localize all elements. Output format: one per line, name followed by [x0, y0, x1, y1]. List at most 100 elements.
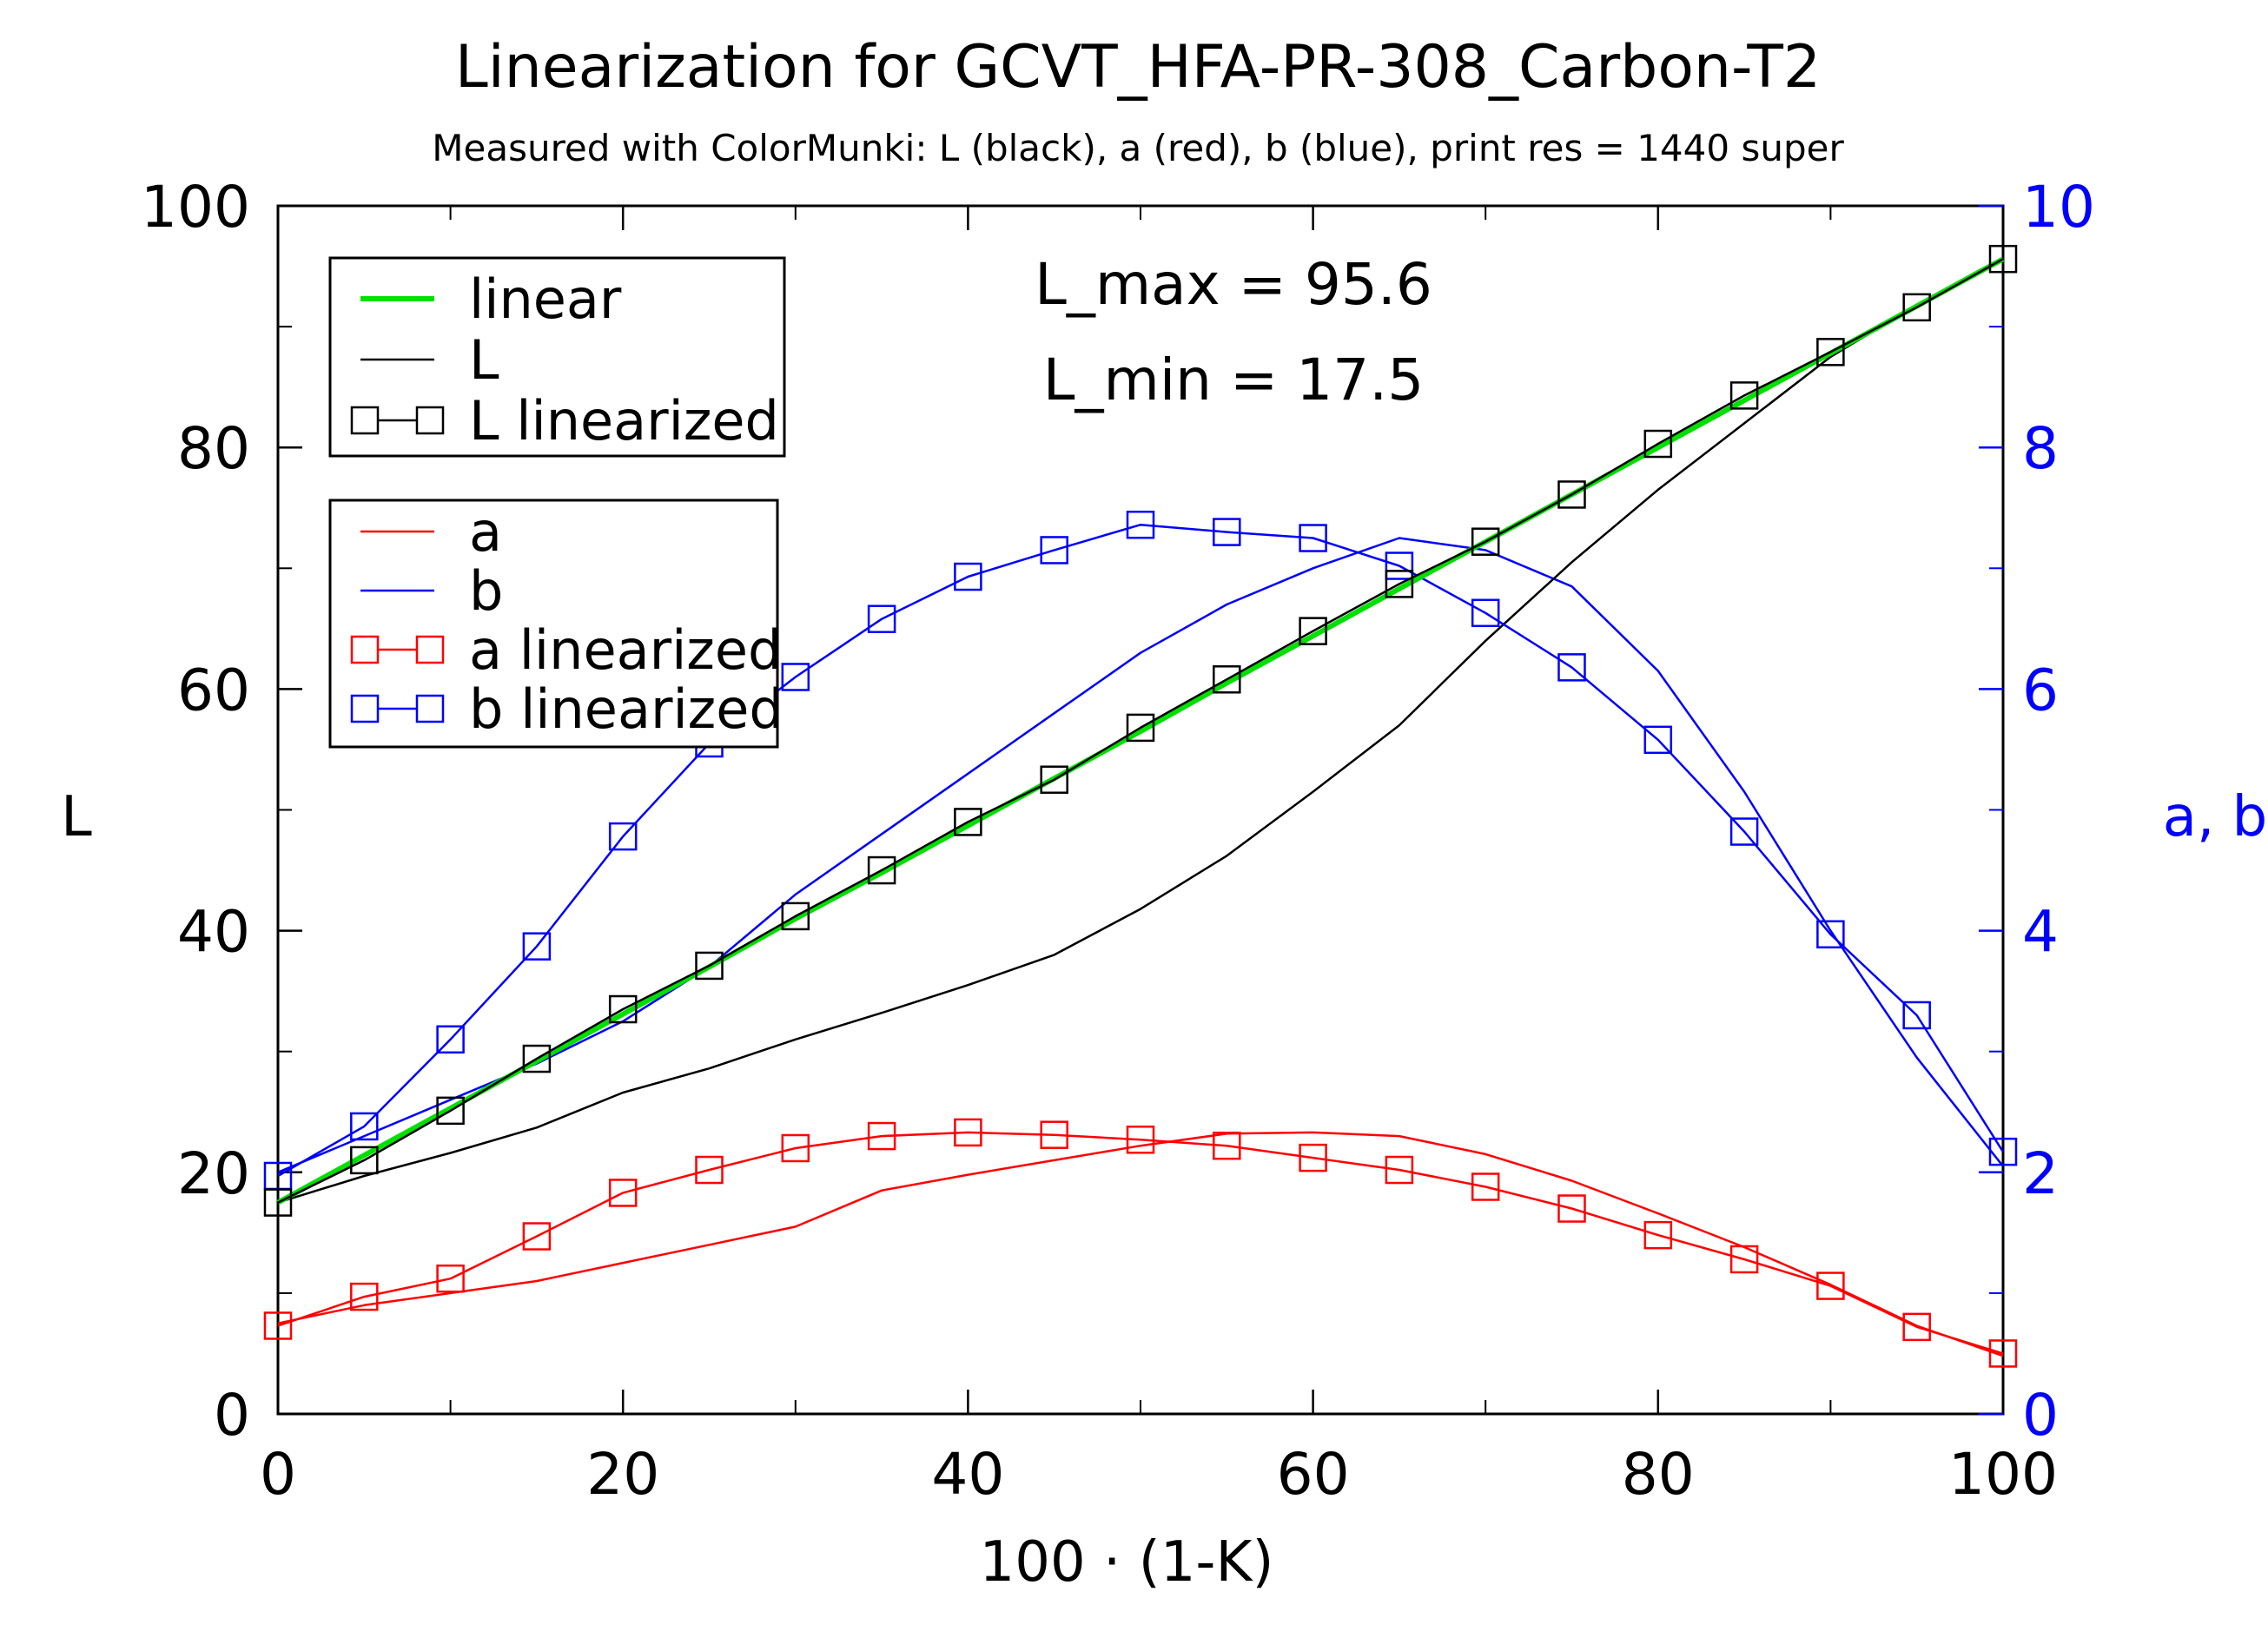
marker-a-linearized	[1299, 1143, 1327, 1172]
marker-a-linearized	[1126, 1125, 1155, 1154]
annotation-l-max: L_max = 95.6	[1035, 251, 1432, 318]
marker-a-linearized	[1040, 1120, 1068, 1149]
marker-l-linearized	[1471, 527, 1500, 556]
marker-l-linearized	[695, 951, 724, 981]
marker-l-linearized	[1126, 713, 1155, 743]
series-line-l	[277, 258, 2004, 1204]
legend-l-frame	[328, 256, 786, 458]
legend-marker-l-linearized	[350, 406, 380, 435]
marker-l-linearized	[263, 1188, 293, 1217]
marker-b-linearized	[1816, 920, 1845, 949]
chart-subtitle: Measured with ColorMunki: L (black), a (…	[432, 127, 1844, 169]
series-a-linearized	[263, 1118, 2018, 1368]
series-b-linearized	[263, 510, 2018, 1191]
y2-tick-label: 8	[2022, 415, 2059, 482]
series-line-a-linearized	[277, 1131, 2004, 1355]
legend-label-a: a	[469, 500, 502, 564]
marker-a-linearized	[1816, 1271, 1845, 1300]
marker-l-linearized	[608, 994, 638, 1024]
marker-a-linearized	[1902, 1312, 1931, 1342]
marker-b-linearized	[1557, 653, 1586, 682]
series-l-linearized	[263, 244, 2018, 1217]
y-tick-label: 40	[177, 899, 250, 966]
legend-label-l-linearized: L linearized	[469, 389, 779, 452]
x-tick-label: 20	[586, 1441, 659, 1508]
series-line-a	[277, 1131, 2004, 1357]
series-line-b-linearized	[277, 523, 2005, 1178]
marker-l-linearized	[781, 902, 810, 931]
marker-b-linearized	[1126, 510, 1155, 539]
marker-b-linearized	[781, 663, 810, 691]
x-tick-label: 80	[1622, 1441, 1695, 1508]
marker-l-linearized	[1729, 381, 1759, 410]
y2-tick-label: 6	[2022, 657, 2059, 723]
series-a	[277, 1131, 2004, 1357]
marker-l-linearized	[436, 1096, 465, 1126]
marker-b-linearized	[1040, 536, 1068, 565]
marker-a-linearized	[1643, 1220, 1673, 1250]
series-line-l-linearized	[277, 258, 2004, 1204]
marker-a-linearized	[1385, 1155, 1414, 1185]
marker-a-linearized	[781, 1133, 810, 1163]
y2-axis-label: a, b	[2163, 785, 2268, 849]
x-tick-label: 100	[1948, 1441, 2058, 1508]
y-tick-label: 60	[177, 657, 250, 723]
chart-title: Linearization for GCVT_HFA-PR-308_Carbon…	[455, 33, 1821, 102]
marker-a-linearized	[436, 1264, 465, 1293]
legend-label-b: b	[469, 559, 503, 623]
y2-tick-label: 4	[2022, 899, 2059, 966]
legend-label-linear: linear	[469, 267, 622, 331]
marker-l-linearized	[1816, 338, 1845, 367]
y2-tick-label: 0	[2022, 1382, 2059, 1449]
marker-l-linearized	[522, 1044, 552, 1073]
marker-b-linearized	[1299, 524, 1327, 552]
marker-a-linearized	[1729, 1245, 1759, 1274]
marker-l-linearized	[350, 1146, 379, 1175]
legend-marker-b-linearized	[350, 694, 380, 723]
marker-b-linearized	[350, 1112, 379, 1141]
x-tick-label: 0	[260, 1441, 296, 1508]
marker-b-linearized	[1213, 518, 1241, 546]
marker-b-linearized	[1902, 1001, 1931, 1030]
x-tick-label: 40	[931, 1441, 1004, 1508]
y2-tick-label: 10	[2022, 174, 2095, 241]
legend-marker-a-linearized	[350, 635, 380, 664]
marker-l-linearized	[1643, 429, 1673, 459]
legend-marker-b-linearized	[415, 694, 445, 723]
series-l	[277, 258, 2004, 1204]
marker-b-linearized	[436, 1025, 465, 1054]
series-line-b	[277, 537, 2004, 1173]
series-line-linear	[276, 256, 2005, 1205]
marker-a-linearized	[608, 1179, 638, 1207]
marker-l-linearized	[1988, 244, 2018, 274]
annotation-l-min: L_min = 17.5	[1043, 347, 1424, 413]
marker-a-linearized	[1213, 1131, 1241, 1160]
y2-tick-label: 2	[2022, 1140, 2059, 1207]
marker-b-linearized	[1729, 817, 1759, 846]
y-tick-label: 80	[177, 415, 250, 482]
marker-b-linearized	[1385, 552, 1414, 580]
legend-label-a-linearized: a linearized	[469, 618, 782, 682]
marker-a-linearized	[522, 1222, 552, 1251]
marker-l-linearized	[1902, 293, 1931, 322]
legend-marker-l-linearized	[415, 406, 445, 435]
legend-ab-frame	[328, 499, 779, 749]
y-tick-label: 20	[177, 1140, 250, 1207]
marker-a-linearized	[1988, 1339, 2018, 1368]
legend-marker-a-linearized	[415, 635, 445, 664]
marker-b-linearized	[1988, 1137, 2018, 1166]
series-b	[277, 537, 2004, 1173]
legend-label-b-linearized: b linearized	[469, 677, 784, 741]
marker-b-linearized	[1643, 725, 1673, 755]
marker-l-linearized	[1040, 765, 1068, 794]
marker-l-linearized	[1299, 617, 1327, 645]
marker-a-linearized	[954, 1118, 982, 1147]
marker-b-linearized	[522, 932, 552, 961]
marker-a-linearized	[350, 1282, 379, 1311]
marker-b-linearized	[1471, 598, 1500, 628]
x-axis-label: 100 · (1-K)	[980, 1530, 1274, 1595]
marker-l-linearized	[1213, 665, 1241, 694]
